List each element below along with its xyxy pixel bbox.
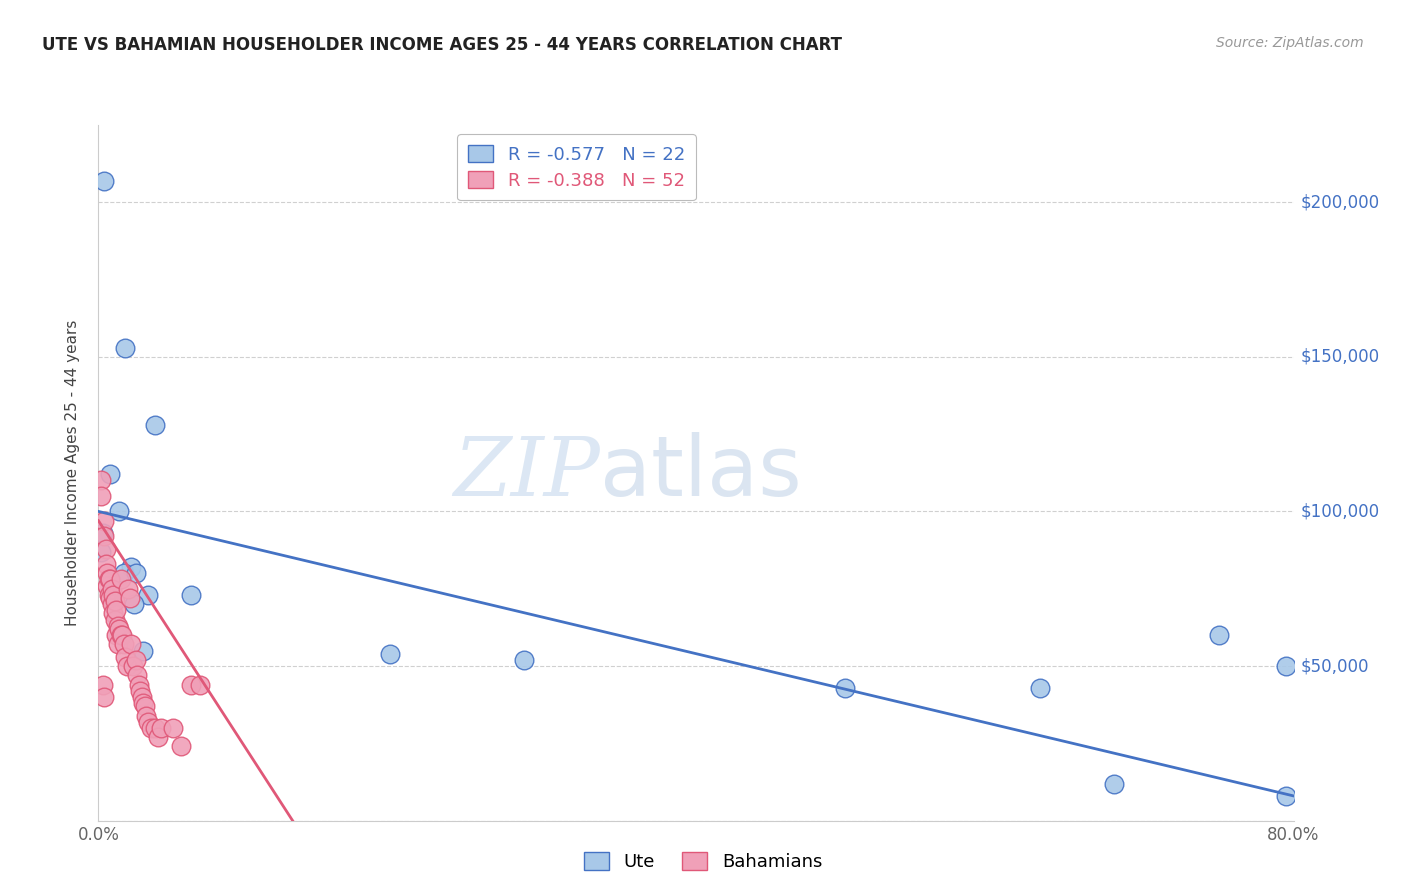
Y-axis label: Householder Income Ages 25 - 44 years: Householder Income Ages 25 - 44 years [65,319,80,626]
Point [93,529,115,543]
Point [91,677,114,691]
Point [121,659,143,673]
Point [97,588,120,602]
Point [143,417,166,432]
Point [108,622,131,636]
Point [132,696,155,710]
Point [94,541,117,556]
Point [112,566,135,581]
Point [1208,628,1230,642]
Point [98,467,122,482]
Point [1028,681,1050,695]
Point [101,582,124,596]
Point [162,721,184,735]
Point [188,677,211,691]
Point [1275,659,1298,673]
Point [107,619,129,633]
Point [104,594,127,608]
Point [114,649,136,664]
Point [90,474,112,488]
Point [143,721,166,735]
Point [90,544,112,558]
Point [148,730,170,744]
Point [834,681,856,695]
Point [136,714,159,729]
Point [180,588,202,602]
Point [1275,789,1298,803]
Point [115,659,138,673]
Point [111,628,134,642]
Text: Source: ZipAtlas.com: Source: ZipAtlas.com [1216,36,1364,50]
Point [136,588,159,602]
Point [132,643,155,657]
Point [105,603,128,617]
Point [120,637,142,651]
Point [513,653,536,667]
Point [120,560,142,574]
Text: $100,000: $100,000 [1301,502,1381,520]
Point [180,677,202,691]
Text: $200,000: $200,000 [1301,194,1381,211]
Point [105,628,128,642]
Point [96,579,118,593]
Point [169,739,191,754]
Point [96,566,118,581]
Point [129,683,152,698]
Point [114,341,136,355]
Point [103,588,125,602]
Point [117,582,139,596]
Point [378,647,401,661]
Point [110,573,132,587]
Point [93,514,115,528]
Legend: R = -0.577   N = 22, R = -0.388   N = 52: R = -0.577 N = 22, R = -0.388 N = 52 [457,134,696,201]
Text: ZIP: ZIP [454,433,600,513]
Point [1104,776,1126,790]
Point [107,637,129,651]
Point [110,628,132,642]
Point [150,721,173,735]
Point [90,489,112,503]
Text: UTE VS BAHAMIAN HOUSEHOLDER INCOME AGES 25 - 44 YEARS CORRELATION CHART: UTE VS BAHAMIAN HOUSEHOLDER INCOME AGES … [42,36,842,54]
Point [118,591,141,605]
Point [134,699,156,714]
Point [125,653,148,667]
Legend: Ute, Bahamians: Ute, Bahamians [576,846,830,879]
Point [97,573,120,587]
Point [127,668,149,682]
Point [103,607,125,621]
Point [139,721,162,735]
Point [94,557,117,571]
Point [124,597,146,611]
Text: $50,000: $50,000 [1301,657,1369,675]
Point [108,504,131,518]
Point [98,573,122,587]
Text: atlas: atlas [600,433,801,513]
Point [131,690,153,704]
Point [112,637,135,651]
Point [101,597,124,611]
Point [93,690,115,704]
Point [135,708,157,723]
Text: $150,000: $150,000 [1301,348,1381,366]
Point [125,566,148,581]
Point [93,173,115,187]
Point [128,677,150,691]
Point [98,591,122,605]
Point [91,526,114,541]
Point [104,613,127,627]
